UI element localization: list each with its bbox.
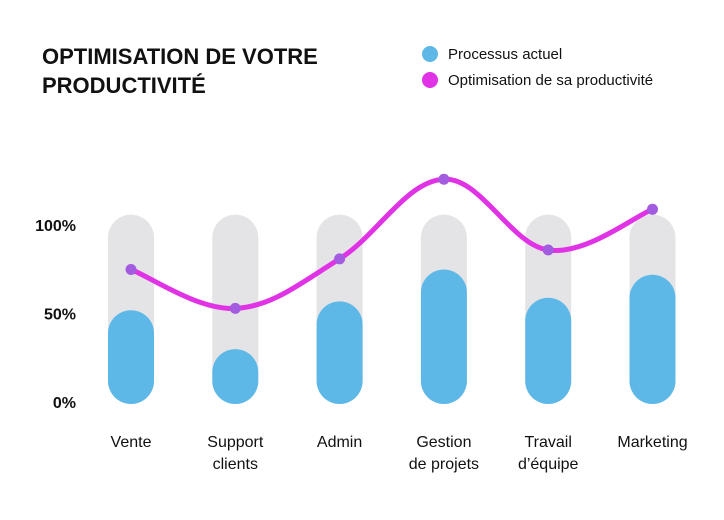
series-line <box>128 176 655 311</box>
x-tick-label-line: clients <box>213 456 258 473</box>
bar <box>316 301 363 404</box>
bars-processus-actuel <box>108 269 676 404</box>
x-tick-label-line: de projets <box>409 456 479 473</box>
bar <box>212 349 259 404</box>
chart-title: OPTIMISATION DE VOTRE PRODUCTIVITÉ <box>42 44 318 98</box>
line-point <box>438 173 450 185</box>
bar <box>420 269 467 404</box>
x-tick-label-line: Marketing <box>617 434 687 451</box>
legend-swatch <box>422 46 438 62</box>
x-tick-label-line: Vente <box>111 434 152 451</box>
y-axis-ticks: 0% 50% 100% <box>35 218 76 412</box>
legend-label: Processus actuel <box>448 46 562 63</box>
x-tick-label-line: Gestion <box>416 434 471 451</box>
x-axis-categories: Vente Support clients Admin Gestion de projet… <box>111 434 688 473</box>
y-tick-label: 100% <box>35 218 76 235</box>
line-point <box>334 253 346 265</box>
line-point <box>229 302 241 314</box>
line-optimisation <box>125 173 658 314</box>
bar <box>629 274 676 404</box>
line-point <box>125 263 137 275</box>
line-point <box>647 203 658 215</box>
x-tick-label-line: Support <box>207 434 264 451</box>
x-tick-label-line: Travail <box>524 434 571 451</box>
x-tick-label: Gestion de projets <box>409 434 479 473</box>
y-tick-label: 0% <box>53 395 76 412</box>
legend-swatch <box>422 72 438 88</box>
x-tick-label-line: Admin <box>317 434 362 451</box>
y-tick-label: 50% <box>44 307 76 324</box>
x-tick-label: Support clients <box>207 434 264 473</box>
bar <box>108 310 154 404</box>
x-tick-label-line: d’équipe <box>518 456 579 473</box>
x-tick-label: Admin <box>317 434 362 451</box>
x-tick-label: Travail d’équipe <box>518 434 579 473</box>
line-point <box>542 244 554 256</box>
chart-title-line: OPTIMISATION DE VOTRE <box>42 44 318 69</box>
bar <box>525 297 572 404</box>
x-tick-label: Vente <box>111 434 152 451</box>
legend-label: Optimisation de sa productivité <box>448 72 653 89</box>
x-tick-label: Marketing <box>617 434 687 451</box>
legend: Processus actuel Optimisation de sa produ… <box>422 46 653 89</box>
chart-title-line: PRODUCTIVITÉ <box>42 73 206 98</box>
